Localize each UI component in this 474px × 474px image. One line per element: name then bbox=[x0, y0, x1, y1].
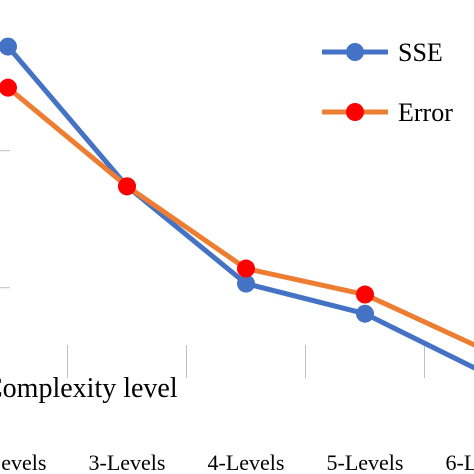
data-point bbox=[118, 177, 136, 196]
x-tick-label: 5-Levels bbox=[327, 450, 404, 474]
x-axis-label: Complexity level bbox=[0, 373, 178, 404]
x-tick-label: 4-Levels bbox=[208, 450, 285, 474]
legend-label: SSE bbox=[398, 38, 443, 67]
data-point bbox=[0, 78, 17, 97]
x-tick-label: 3-Levels bbox=[89, 450, 166, 474]
x-tick-label: 2-Levels bbox=[0, 450, 46, 474]
data-point bbox=[356, 285, 374, 304]
data-point bbox=[356, 304, 374, 323]
x-tick-label: 6-Levels bbox=[446, 450, 474, 474]
data-point bbox=[237, 274, 255, 293]
data-point bbox=[0, 37, 17, 56]
legend-marker bbox=[346, 103, 364, 121]
legend-marker bbox=[346, 43, 364, 61]
legend-label: Error bbox=[398, 98, 453, 127]
data-point bbox=[237, 259, 255, 278]
